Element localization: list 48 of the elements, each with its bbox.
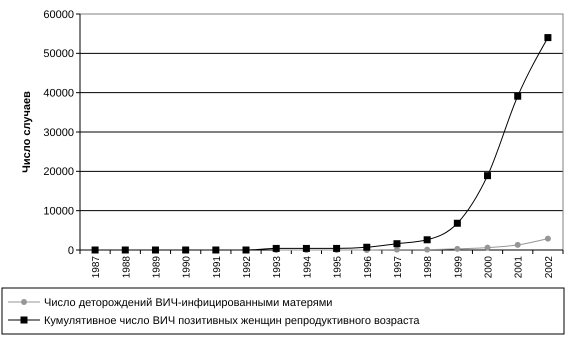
y-tick-label: 40000 [43, 88, 74, 100]
x-tick-label: 2002 [544, 256, 555, 278]
point [272, 244, 280, 252]
point [454, 220, 461, 227]
x-tick-label: 1992 [242, 256, 254, 278]
point [424, 236, 431, 244]
x-tick-label: 1999 [453, 256, 464, 278]
point [514, 242, 521, 248]
legend-label: Число деторождений ВИЧ-инфицированными матерями [44, 296, 332, 309]
legend-label: Кумулятивное число ВИЧ позитивных женщин репродуктивного возраста [44, 314, 420, 327]
x-tick-label: 1997 [392, 256, 404, 278]
x-tick-label: 1996 [362, 256, 374, 278]
point [152, 246, 159, 254]
point [92, 246, 99, 254]
point [302, 244, 310, 252]
y-tick-label: 20000 [43, 166, 74, 178]
y-tick-label: 60000 [43, 8, 74, 21]
x-tick-label: 1993 [272, 256, 284, 278]
x-tick-label: 1990 [182, 256, 193, 278]
point [394, 246, 400, 253]
y-tick-label: 10000 [43, 206, 74, 218]
y-tick-label: 50000 [43, 48, 74, 60]
point [454, 246, 460, 252]
point [242, 246, 250, 254]
x-tick-label: 1991 [212, 256, 223, 278]
x-tick-label: 1995 [332, 256, 344, 278]
point [484, 172, 492, 180]
point [484, 244, 491, 251]
x-tick-label: 1989 [151, 256, 162, 278]
point [544, 236, 551, 242]
x-tick-label: 1987 [91, 256, 102, 278]
point [212, 246, 220, 254]
point [363, 244, 370, 251]
x-tick-label: 2000 [484, 256, 495, 278]
point [122, 246, 129, 254]
point [514, 92, 522, 100]
point [424, 246, 430, 253]
y-axis-title: Число случаев [21, 90, 33, 173]
x-tick-label: 1998 [423, 256, 434, 278]
point [333, 244, 340, 252]
y-tick-label: 0 [68, 244, 74, 257]
point [182, 246, 190, 254]
x-tick-label: 1988 [121, 256, 132, 278]
x-tick-label: 2001 [514, 256, 525, 278]
point [544, 34, 552, 42]
point [393, 240, 400, 248]
x-tick-label: 1994 [302, 256, 314, 278]
y-tick-label: 30000 [43, 126, 74, 139]
